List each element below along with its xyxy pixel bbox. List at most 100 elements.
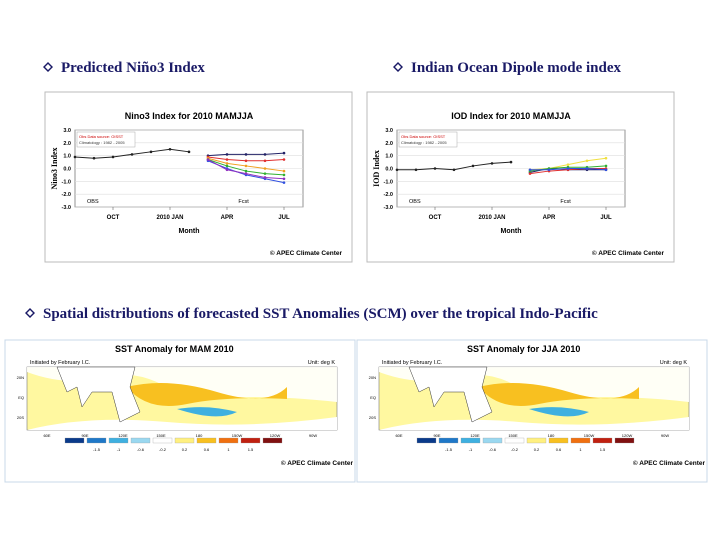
point bbox=[263, 167, 267, 170]
point bbox=[433, 167, 437, 170]
credit: © APEC Climate Center bbox=[592, 249, 665, 257]
colorbar-label: 0.2 bbox=[534, 447, 540, 452]
y-tick-label: -3.0 bbox=[384, 205, 393, 211]
x-tick-label: OCT bbox=[107, 215, 120, 221]
credit: © APEC Climate Center bbox=[633, 459, 706, 467]
heading: Indian Ocean Dipole mode index bbox=[411, 60, 622, 76]
anomaly-cool bbox=[529, 407, 589, 417]
point bbox=[149, 150, 153, 154]
point bbox=[282, 177, 286, 181]
point bbox=[282, 169, 286, 173]
point bbox=[263, 176, 267, 179]
x-tick-label: JUL bbox=[278, 215, 290, 221]
fcst-label: Fcst bbox=[560, 199, 571, 205]
y-tick-label: 2.0 bbox=[385, 141, 393, 147]
anomaly-strong bbox=[127, 383, 287, 406]
colorbar-box bbox=[240, 437, 261, 444]
colorbar-box bbox=[570, 437, 591, 444]
colorbar-box bbox=[614, 437, 635, 444]
colorbar-box bbox=[218, 437, 239, 444]
point bbox=[187, 150, 191, 154]
point bbox=[225, 153, 229, 156]
lon-label: 150E bbox=[508, 433, 518, 438]
lon-label: 90W bbox=[661, 433, 669, 438]
point bbox=[168, 147, 172, 151]
y-tick-label: 0.0 bbox=[385, 167, 393, 173]
colorbar-box bbox=[438, 437, 459, 444]
colorbar-label: 0.2 bbox=[182, 447, 188, 452]
info-box bbox=[76, 131, 136, 148]
map-unit: Unit: deg K bbox=[660, 360, 688, 366]
lon-label: 60E bbox=[395, 433, 402, 438]
y-tick-label: 1.0 bbox=[63, 154, 71, 160]
colorbar-label: -1 bbox=[117, 447, 121, 452]
point bbox=[585, 167, 589, 170]
colorbar-label: -0.6 bbox=[489, 447, 497, 452]
point bbox=[282, 151, 286, 155]
point bbox=[225, 162, 229, 165]
point bbox=[263, 153, 267, 156]
colorbar-label: -0.2 bbox=[159, 447, 167, 452]
point bbox=[585, 159, 589, 163]
lon-label: 150E bbox=[156, 433, 166, 438]
colorbar-label: -0.6 bbox=[137, 447, 145, 452]
bullet bbox=[393, 62, 403, 72]
lon-label: 90E bbox=[433, 433, 440, 438]
info-text: Obs Data source: OISST bbox=[401, 134, 446, 139]
bullets bbox=[25, 62, 403, 318]
info-box bbox=[398, 131, 458, 148]
point bbox=[244, 169, 248, 173]
lon-label: 180 bbox=[196, 433, 203, 438]
y-axis-label: IOD Index bbox=[372, 150, 381, 187]
point bbox=[604, 168, 608, 172]
heading: Predicted Niño3 Index bbox=[61, 60, 205, 76]
colorbar-box bbox=[416, 437, 437, 444]
y-tick-label: 2.0 bbox=[63, 141, 71, 147]
lon-label: 150W bbox=[232, 433, 243, 438]
point bbox=[263, 159, 267, 163]
lon-label: 90W bbox=[309, 433, 317, 438]
map-title: SST Anomaly for JJA 2010 bbox=[467, 344, 580, 354]
chart-panel: IOD Index for 2010 MAMJJA 3.0 2.0 1.0 0.0 -1.… bbox=[366, 91, 675, 263]
colorbar-label: -1.5 bbox=[445, 447, 453, 452]
point bbox=[73, 155, 77, 159]
y-tick-label: 3.0 bbox=[63, 128, 71, 134]
colorbar-label: 1.5 bbox=[600, 447, 606, 452]
land bbox=[408, 366, 493, 423]
x-axis-label: Month bbox=[501, 228, 522, 235]
point bbox=[225, 168, 229, 172]
point bbox=[471, 164, 475, 168]
bullet bbox=[43, 62, 53, 72]
x-tick-label: 2010 JAN bbox=[478, 215, 505, 221]
anomaly-cool bbox=[177, 407, 237, 417]
point bbox=[282, 158, 286, 161]
point bbox=[452, 168, 456, 172]
x-tick-label: JUL bbox=[600, 215, 612, 221]
lon-label: 120W bbox=[270, 433, 281, 438]
point bbox=[92, 156, 96, 160]
colorbar-label: -1 bbox=[469, 447, 473, 452]
x-tick-label: 2010 JAN bbox=[156, 215, 183, 221]
colorbar-box bbox=[262, 437, 283, 444]
map-init: Initiated by February I.C. bbox=[30, 360, 91, 366]
y-tick-label: -2.0 bbox=[62, 192, 71, 198]
lon-label: 120E bbox=[118, 433, 128, 438]
colorbar-label: 0.6 bbox=[204, 447, 210, 452]
map-init: Initiated by February I.C. bbox=[382, 360, 443, 366]
lat-label: EQ bbox=[370, 395, 376, 400]
point bbox=[604, 156, 608, 160]
point bbox=[244, 153, 248, 156]
lon-label: 90E bbox=[81, 433, 88, 438]
colorbar-label: 0.6 bbox=[556, 447, 562, 452]
point bbox=[566, 163, 570, 166]
point bbox=[528, 168, 532, 172]
point bbox=[244, 159, 248, 163]
colorbar-label: 1.5 bbox=[248, 447, 254, 452]
colorbar-box bbox=[196, 437, 217, 444]
lat-label: EQ bbox=[18, 395, 24, 400]
lon-label: 180 bbox=[548, 433, 555, 438]
point bbox=[528, 172, 532, 175]
colorbar-box bbox=[152, 437, 173, 444]
obs-label: OBS bbox=[409, 199, 421, 205]
point bbox=[225, 164, 229, 168]
